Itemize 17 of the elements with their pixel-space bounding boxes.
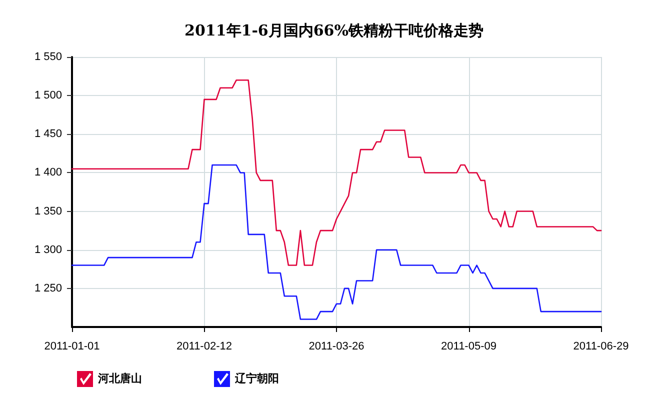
line-series	[71, 79, 602, 266]
x-tick-label: 2011-06-29	[573, 340, 629, 352]
legend-label: 辽宁朝阳	[234, 372, 279, 385]
line-series	[71, 164, 602, 320]
y-tick-label: 1 400	[34, 166, 62, 179]
legend-label: 河北唐山	[97, 372, 142, 385]
y-tick-label: 1 450	[34, 128, 62, 140]
x-tick-label: 2011-02-12	[176, 340, 232, 352]
x-tick-label: 2011-05-09	[441, 340, 496, 352]
y-tick-label: 1 500	[34, 90, 62, 102]
y-tick-label: 1 300	[34, 244, 62, 256]
y-tick-label: 1 550	[34, 51, 62, 63]
x-tick-label: 2011-03-26	[308, 340, 364, 352]
chart-title: 2011年1-6月国内66%铁精粉干吨价格走势	[184, 22, 484, 40]
y-tick-label: 1 250	[34, 282, 62, 294]
x-tick-label: 2011-01-01	[44, 340, 100, 352]
y-tick-label: 1 350	[34, 205, 62, 218]
